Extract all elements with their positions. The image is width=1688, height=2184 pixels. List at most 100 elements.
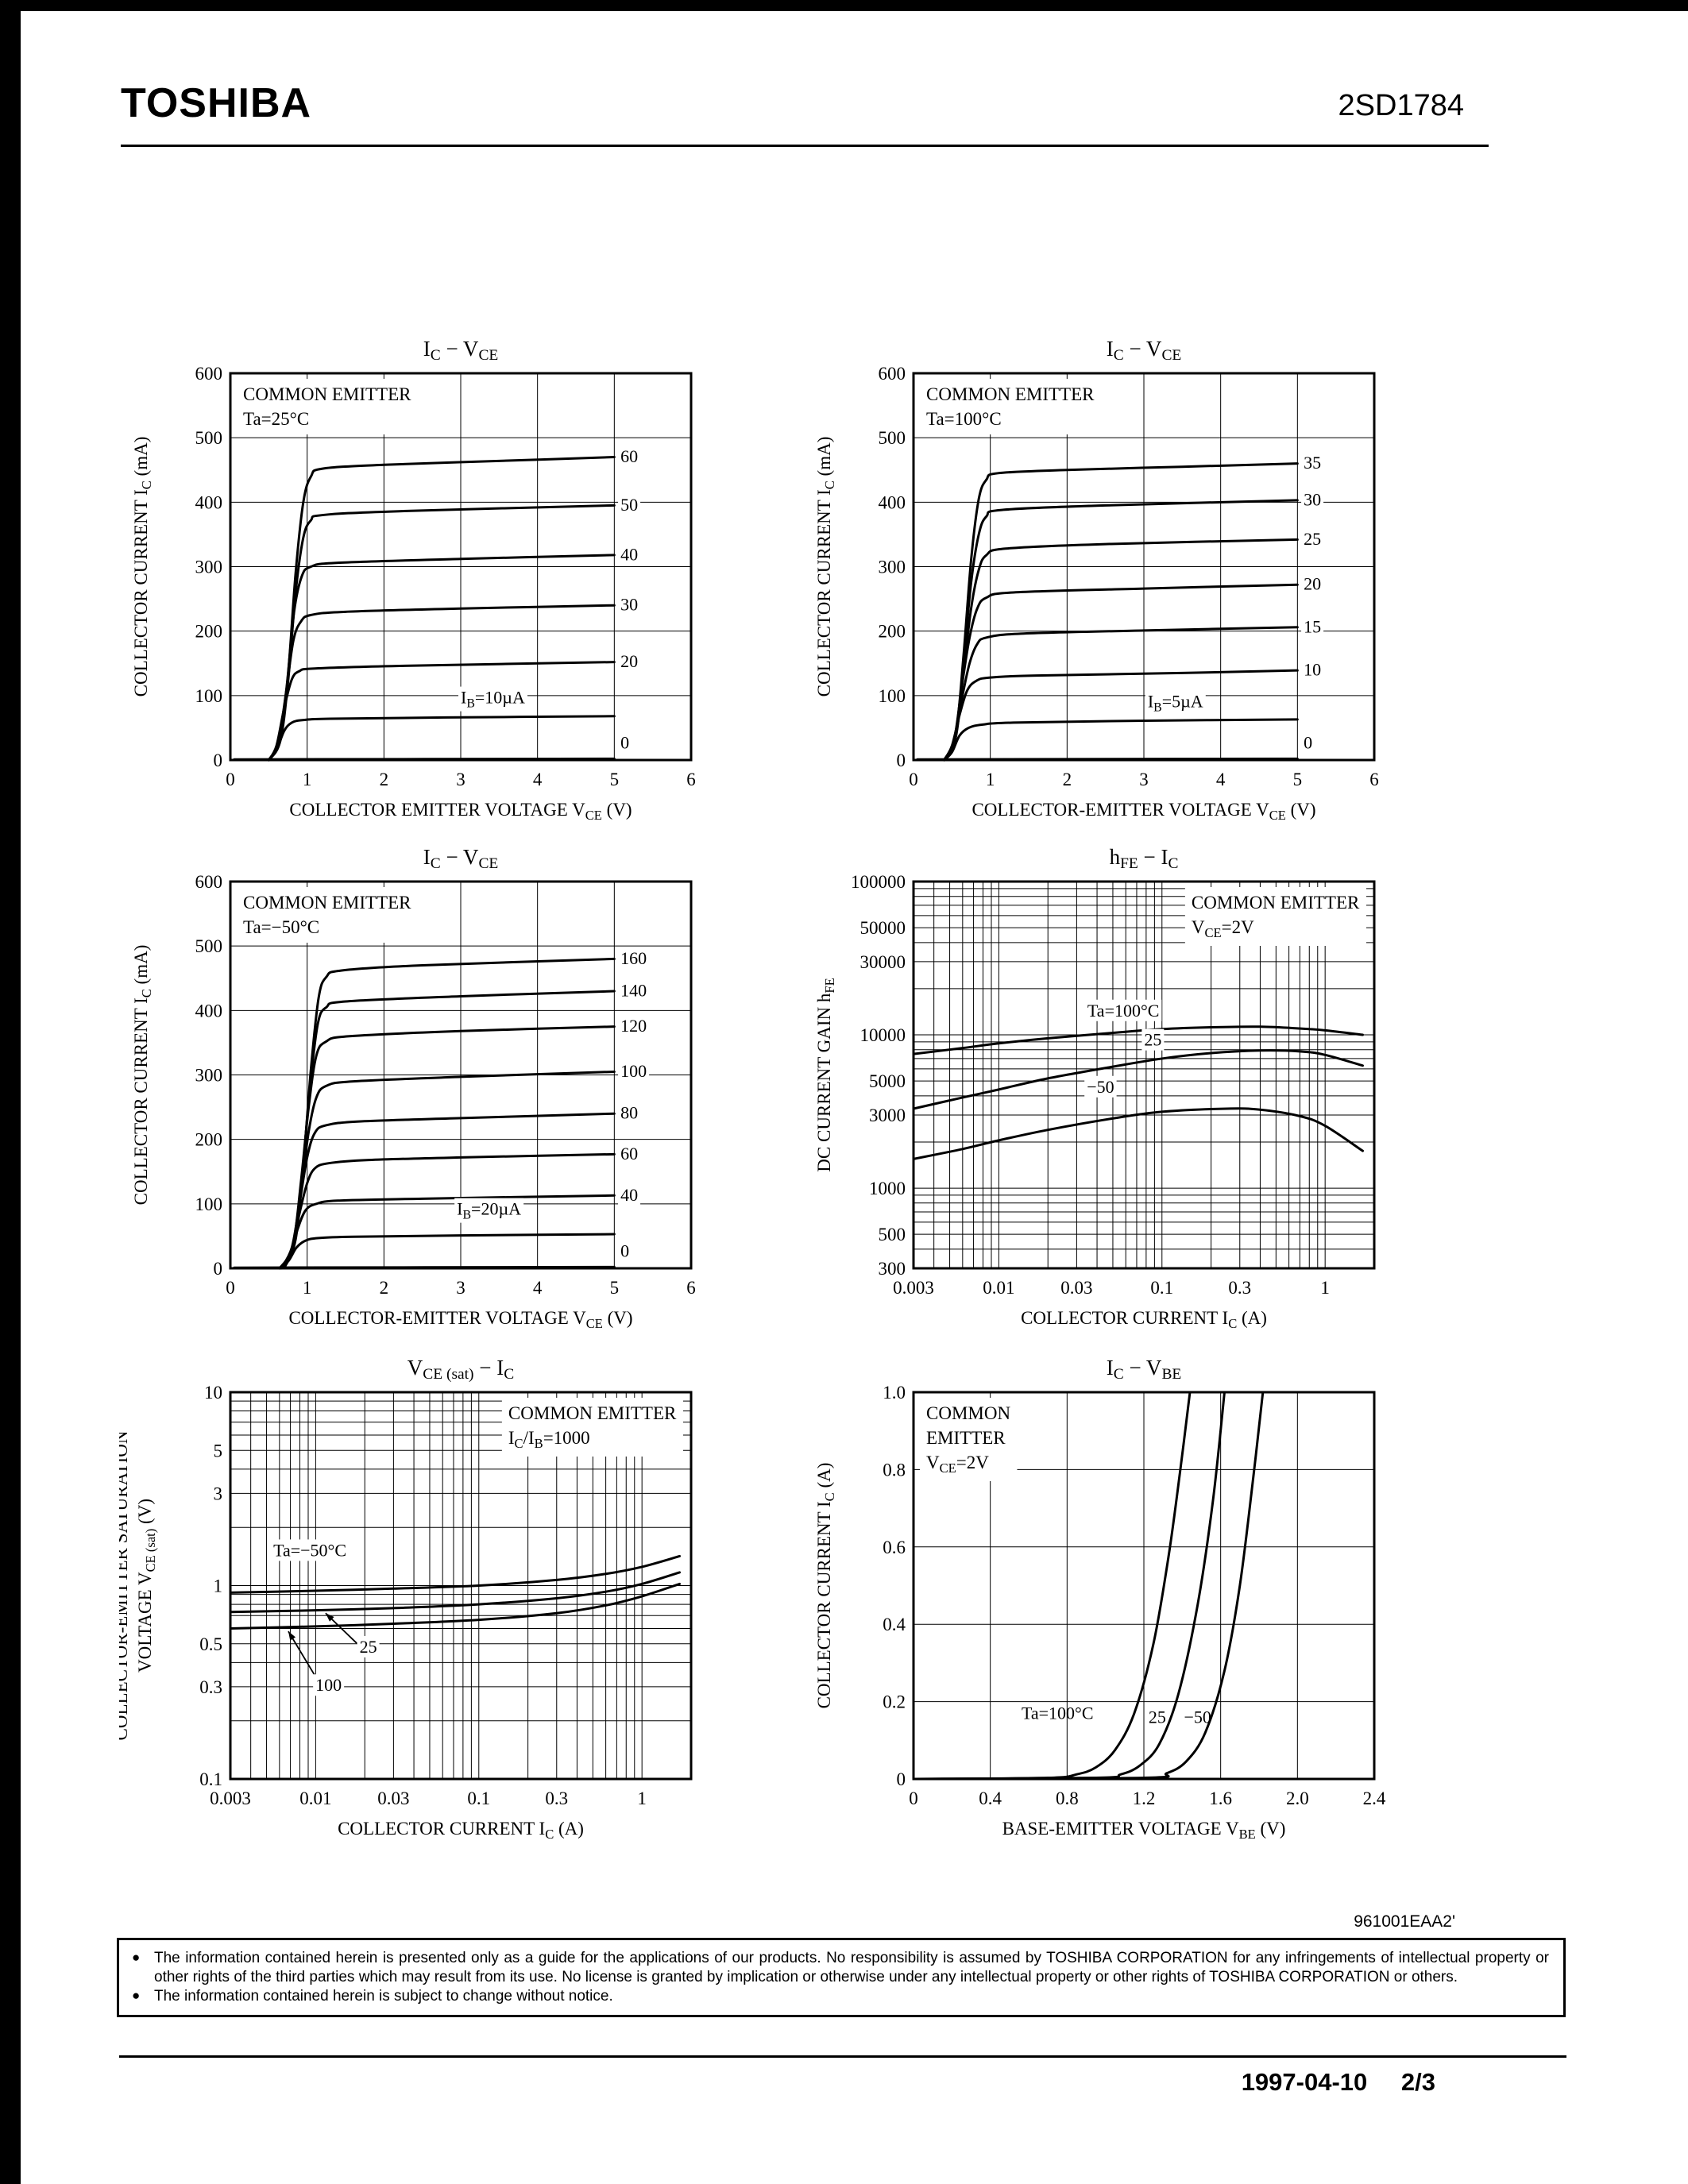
svg-text:VOLTAGE VCE (sat) (V): VOLTAGE VCE (sat) (V)	[135, 1499, 158, 1673]
svg-text:0.3: 0.3	[545, 1788, 568, 1808]
svg-text:200: 200	[879, 622, 906, 642]
chart-canvas-vce-sat-ic: Ta=−50°C 25 100 COMMON EMITTER IC/IB=1000 0.0…	[111, 1356, 693, 1842]
svg-text:VCE=2V: VCE=2V	[926, 1453, 989, 1476]
svg-text:400: 400	[879, 492, 906, 512]
svg-text:50: 50	[620, 495, 638, 515]
svg-text:COLLECTOR CURRENT IC (mA): COLLECTOR CURRENT IC (mA)	[131, 945, 154, 1206]
svg-text:1.2: 1.2	[1133, 1788, 1156, 1808]
svg-text:IC − VCE: IC − VCE	[1107, 337, 1182, 364]
svg-text:600: 600	[195, 872, 223, 892]
svg-text:Ta=−50°C: Ta=−50°C	[243, 917, 319, 937]
svg-text:COLLECTOR-EMITTER SATURATION: COLLECTOR-EMITTER SATURATION	[119, 1430, 131, 1740]
scan-edge-left	[0, 0, 21, 2184]
svg-text:6: 6	[686, 1278, 696, 1298]
svg-text:1000: 1000	[869, 1179, 906, 1198]
svg-text:100: 100	[195, 1194, 223, 1214]
svg-text:4: 4	[533, 1278, 543, 1298]
svg-text:1.6: 1.6	[1209, 1788, 1232, 1808]
svg-text:0: 0	[909, 770, 918, 789]
disclaimer-text: The information contained herein is subj…	[154, 1987, 613, 2005]
svg-text:COMMON: COMMON	[926, 1403, 1010, 1423]
chart-ic-vbe: Ta=100°C 25 −50 COMMON EMITTER VCE=2V 0 0.4 0.8 1…	[802, 1333, 1414, 1857]
svg-text:0.3: 0.3	[199, 1677, 222, 1697]
svg-text:25: 25	[360, 1637, 377, 1657]
svg-text:15: 15	[1304, 616, 1321, 636]
svg-text:60: 60	[620, 446, 638, 466]
svg-text:COLLECTOR CURRENT IC (A): COLLECTOR CURRENT IC (A)	[814, 1463, 837, 1709]
svg-text:0: 0	[226, 1278, 235, 1298]
svg-text:5: 5	[1293, 770, 1303, 789]
svg-text:25: 25	[1304, 529, 1321, 549]
svg-text:EMITTER: EMITTER	[926, 1428, 1006, 1448]
svg-text:35: 35	[1304, 453, 1321, 473]
svg-text:COLLECTOR CURRENT IC (A): COLLECTOR CURRENT IC (A)	[1021, 1308, 1267, 1331]
svg-text:3: 3	[456, 770, 465, 789]
svg-text:1: 1	[986, 770, 995, 789]
svg-text:Ta=100°C: Ta=100°C	[926, 409, 1002, 429]
svg-text:0: 0	[226, 770, 235, 789]
svg-text:BASE-EMITTER VOLTAGE VBE (: BASE-EMITTER VOLTAGE VBE (V)	[1002, 1819, 1286, 1842]
chart-ic-vce-ta25: 60 50 40 30 20 IB=10µA 0 COMMON EMITTER Ta=25°C 0…	[119, 314, 731, 838]
part-number: 2SD1784	[1338, 89, 1464, 122]
svg-text:0: 0	[620, 1241, 629, 1260]
svg-text:120: 120	[620, 1016, 647, 1036]
svg-text:500: 500	[879, 428, 906, 448]
svg-text:30000: 30000	[860, 952, 906, 972]
svg-text:100: 100	[315, 1675, 342, 1695]
svg-text:0.8: 0.8	[1056, 1788, 1079, 1808]
svg-text:25: 25	[1149, 1707, 1166, 1727]
svg-text:−50: −50	[1184, 1707, 1211, 1727]
svg-text:2: 2	[1063, 770, 1072, 789]
svg-text:400: 400	[195, 1001, 223, 1021]
svg-text:VCE=2V: VCE=2V	[1192, 917, 1254, 940]
svg-text:0.5: 0.5	[199, 1634, 222, 1654]
svg-text:0.03: 0.03	[377, 1788, 409, 1808]
scan-edge-top	[0, 0, 1688, 11]
svg-text:100: 100	[195, 686, 223, 706]
svg-text:10000: 10000	[860, 1025, 906, 1045]
svg-text:hFE − IC: hFE − IC	[1110, 845, 1179, 872]
svg-text:4: 4	[533, 770, 543, 789]
svg-text:0.4: 0.4	[979, 1788, 1002, 1808]
svg-text:COMMON EMITTER: COMMON EMITTER	[243, 384, 411, 404]
svg-text:300: 300	[195, 1066, 223, 1086]
revision-date: 1997-04-10	[1241, 2068, 1368, 2096]
svg-text:COMMON EMITTER: COMMON EMITTER	[243, 893, 411, 913]
svg-text:0.03: 0.03	[1060, 1278, 1092, 1298]
bullet-icon: ●	[132, 1987, 141, 2003]
svg-text:600: 600	[195, 364, 223, 384]
chart-ic-vce-ta100: 35 30 25 20 15 10 IB=5µA 0 COMMON EMITTER Ta=100°…	[802, 314, 1414, 838]
svg-text:COMMON EMITTER: COMMON EMITTER	[508, 1403, 677, 1423]
svg-text:COLLECTOR CURRENT IC (mA): COLLECTOR CURRENT IC (mA)	[131, 437, 154, 697]
svg-text:3: 3	[214, 1484, 223, 1503]
svg-text:2.4: 2.4	[1363, 1788, 1386, 1808]
svg-text:0: 0	[214, 1259, 223, 1279]
footer-rule	[119, 2055, 1566, 2058]
svg-text:0.2: 0.2	[883, 1692, 906, 1712]
svg-text:5: 5	[214, 1441, 223, 1461]
svg-text:2.0: 2.0	[1286, 1788, 1309, 1808]
svg-text:IC − VCE: IC − VCE	[423, 845, 499, 872]
svg-text:6: 6	[1369, 770, 1379, 789]
svg-text:1: 1	[637, 1788, 647, 1808]
svg-text:IB=20µA: IB=20µA	[457, 1199, 521, 1222]
svg-text:4: 4	[1216, 770, 1226, 789]
svg-text:3: 3	[456, 1278, 465, 1298]
svg-text:10: 10	[204, 1383, 222, 1403]
svg-text:0: 0	[620, 732, 629, 752]
svg-text:5: 5	[610, 1278, 620, 1298]
svg-text:200: 200	[195, 622, 223, 642]
svg-text:300: 300	[195, 558, 223, 577]
svg-text:Ta=−50°C: Ta=−50°C	[273, 1540, 346, 1560]
svg-text:50000: 50000	[860, 918, 906, 938]
svg-text:500: 500	[195, 428, 223, 448]
svg-text:10: 10	[1304, 660, 1321, 680]
svg-text:30: 30	[1304, 489, 1321, 509]
svg-text:200: 200	[195, 1130, 223, 1150]
svg-text:0: 0	[897, 751, 906, 770]
chart-hfe-ic: Ta=100°C 25 −50 COMMON EMITTER VCE=2V 0.003 0.…	[802, 822, 1414, 1346]
